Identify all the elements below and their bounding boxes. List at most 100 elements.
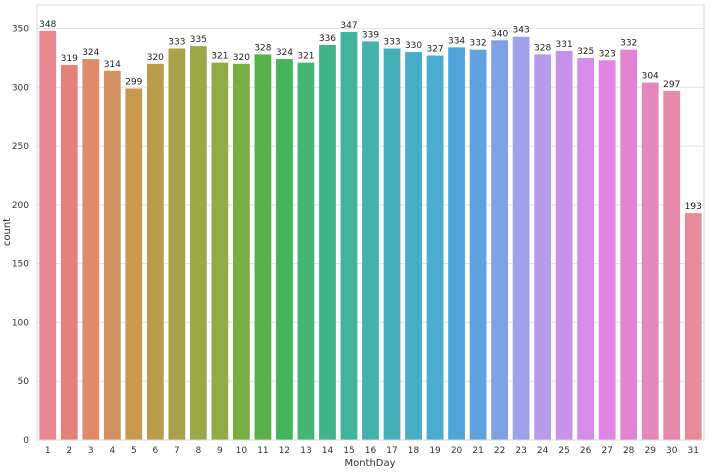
bar <box>577 57 595 441</box>
data-label: 324 <box>276 48 293 58</box>
data-label: 314 <box>104 60 121 70</box>
bar <box>534 54 552 440</box>
bar <box>103 70 121 441</box>
x-axis-label: MonthDay <box>344 458 395 469</box>
bar <box>146 63 164 440</box>
data-label: 327 <box>426 45 443 55</box>
bar <box>297 62 315 441</box>
bar <box>82 59 100 440</box>
y-tick-label: 300 <box>12 83 29 93</box>
bar-labels: 348 319 324 314 299 320 333 335 321 320 328 324 321 3… <box>39 20 702 212</box>
x-tick-label: 7 <box>174 446 180 456</box>
data-label: 328 <box>254 43 271 53</box>
data-label: 347 <box>340 21 357 31</box>
x-tick-label: 11 <box>257 446 268 456</box>
data-label: 330 <box>405 41 422 51</box>
data-label: 299 <box>125 77 142 87</box>
data-label: 336 <box>319 34 336 44</box>
bar <box>469 49 487 441</box>
x-tick-label: 22 <box>494 446 505 456</box>
bar <box>598 60 616 441</box>
x-tick-label: 15 <box>343 446 354 456</box>
x-tick-label: 9 <box>217 446 223 456</box>
y-tick-label: 200 <box>12 201 29 211</box>
y-tick-label: 0 <box>23 436 29 446</box>
data-label: 325 <box>577 47 594 57</box>
data-label: 343 <box>513 26 530 36</box>
data-label: 320 <box>233 53 250 63</box>
plot-frame <box>36 4 705 441</box>
bar <box>60 64 78 440</box>
data-label: 332 <box>469 39 486 49</box>
x-tick-label: 21 <box>472 446 483 456</box>
x-tick-label: 23 <box>515 446 526 456</box>
x-tick-label: 6 <box>152 446 158 456</box>
data-label: 340 <box>491 29 508 39</box>
x-tick-label: 10 <box>236 446 248 456</box>
data-label: 321 <box>211 52 228 62</box>
bar <box>319 44 336 441</box>
x-tick-label: 28 <box>623 446 635 456</box>
x-tick-label: 31 <box>688 446 699 456</box>
x-tick-label: 27 <box>601 446 612 456</box>
data-label: 328 <box>534 43 551 53</box>
bar <box>383 48 401 440</box>
data-label: 297 <box>663 80 680 90</box>
data-label: 332 <box>620 39 637 49</box>
x-tick-label: 12 <box>279 446 290 456</box>
x-tick-label: 1 <box>45 446 51 456</box>
y-tick-label: 100 <box>12 318 29 328</box>
data-label: 339 <box>362 30 379 40</box>
y-tick-label: 150 <box>12 260 29 270</box>
data-label: 323 <box>599 49 616 59</box>
x-tick-label: 13 <box>300 446 311 456</box>
bar <box>620 49 638 441</box>
bar <box>362 41 379 440</box>
x-tick-label: 19 <box>429 446 441 456</box>
x-tick-label: 14 <box>322 446 334 456</box>
y-tick-label: 50 <box>18 377 30 387</box>
data-label: 321 <box>297 52 314 62</box>
y-axis-label: count <box>2 218 13 246</box>
bar <box>189 46 207 440</box>
x-tick-label: 5 <box>131 446 137 456</box>
data-label: 320 <box>147 53 164 63</box>
x-tick-label: 18 <box>408 446 420 456</box>
y-ticks: 0 50 100 150 200 250 300 350 <box>12 25 29 446</box>
bar <box>405 52 422 440</box>
x-tick-label: 24 <box>537 446 549 456</box>
bar <box>168 48 186 440</box>
x-tick-label: 26 <box>580 446 592 456</box>
x-tick-label: 25 <box>558 446 569 456</box>
bar <box>491 40 508 441</box>
bar <box>512 36 530 440</box>
bar <box>276 59 293 440</box>
bar <box>340 32 358 441</box>
x-tick-label: 20 <box>451 446 463 456</box>
data-label: 335 <box>190 35 207 45</box>
x-tick-label: 2 <box>66 446 72 456</box>
data-label: 319 <box>61 54 78 64</box>
data-label: 334 <box>448 36 465 46</box>
x-tick-label: 4 <box>109 446 115 456</box>
data-label: 333 <box>168 38 185 48</box>
data-label: 333 <box>383 38 400 48</box>
bar <box>211 62 229 441</box>
y-tick-label: 250 <box>12 142 29 152</box>
bar <box>448 47 465 440</box>
x-tick-label: 16 <box>365 446 377 456</box>
data-label: 304 <box>642 72 659 82</box>
bar <box>233 63 250 440</box>
bar <box>426 55 444 441</box>
data-label: 193 <box>685 202 702 212</box>
bar <box>39 30 57 440</box>
bar <box>684 213 702 440</box>
y-tick-label: 350 <box>12 25 29 35</box>
x-ticks: 1 2 3 4 5 6 7 8 9 10 11 12 13 14 15 16 17 18 19 20 21 22 23 24 2… <box>45 446 699 456</box>
x-tick-label: 29 <box>644 446 656 456</box>
bar <box>663 90 681 440</box>
data-label: 331 <box>556 40 573 50</box>
x-tick-label: 30 <box>666 446 678 456</box>
